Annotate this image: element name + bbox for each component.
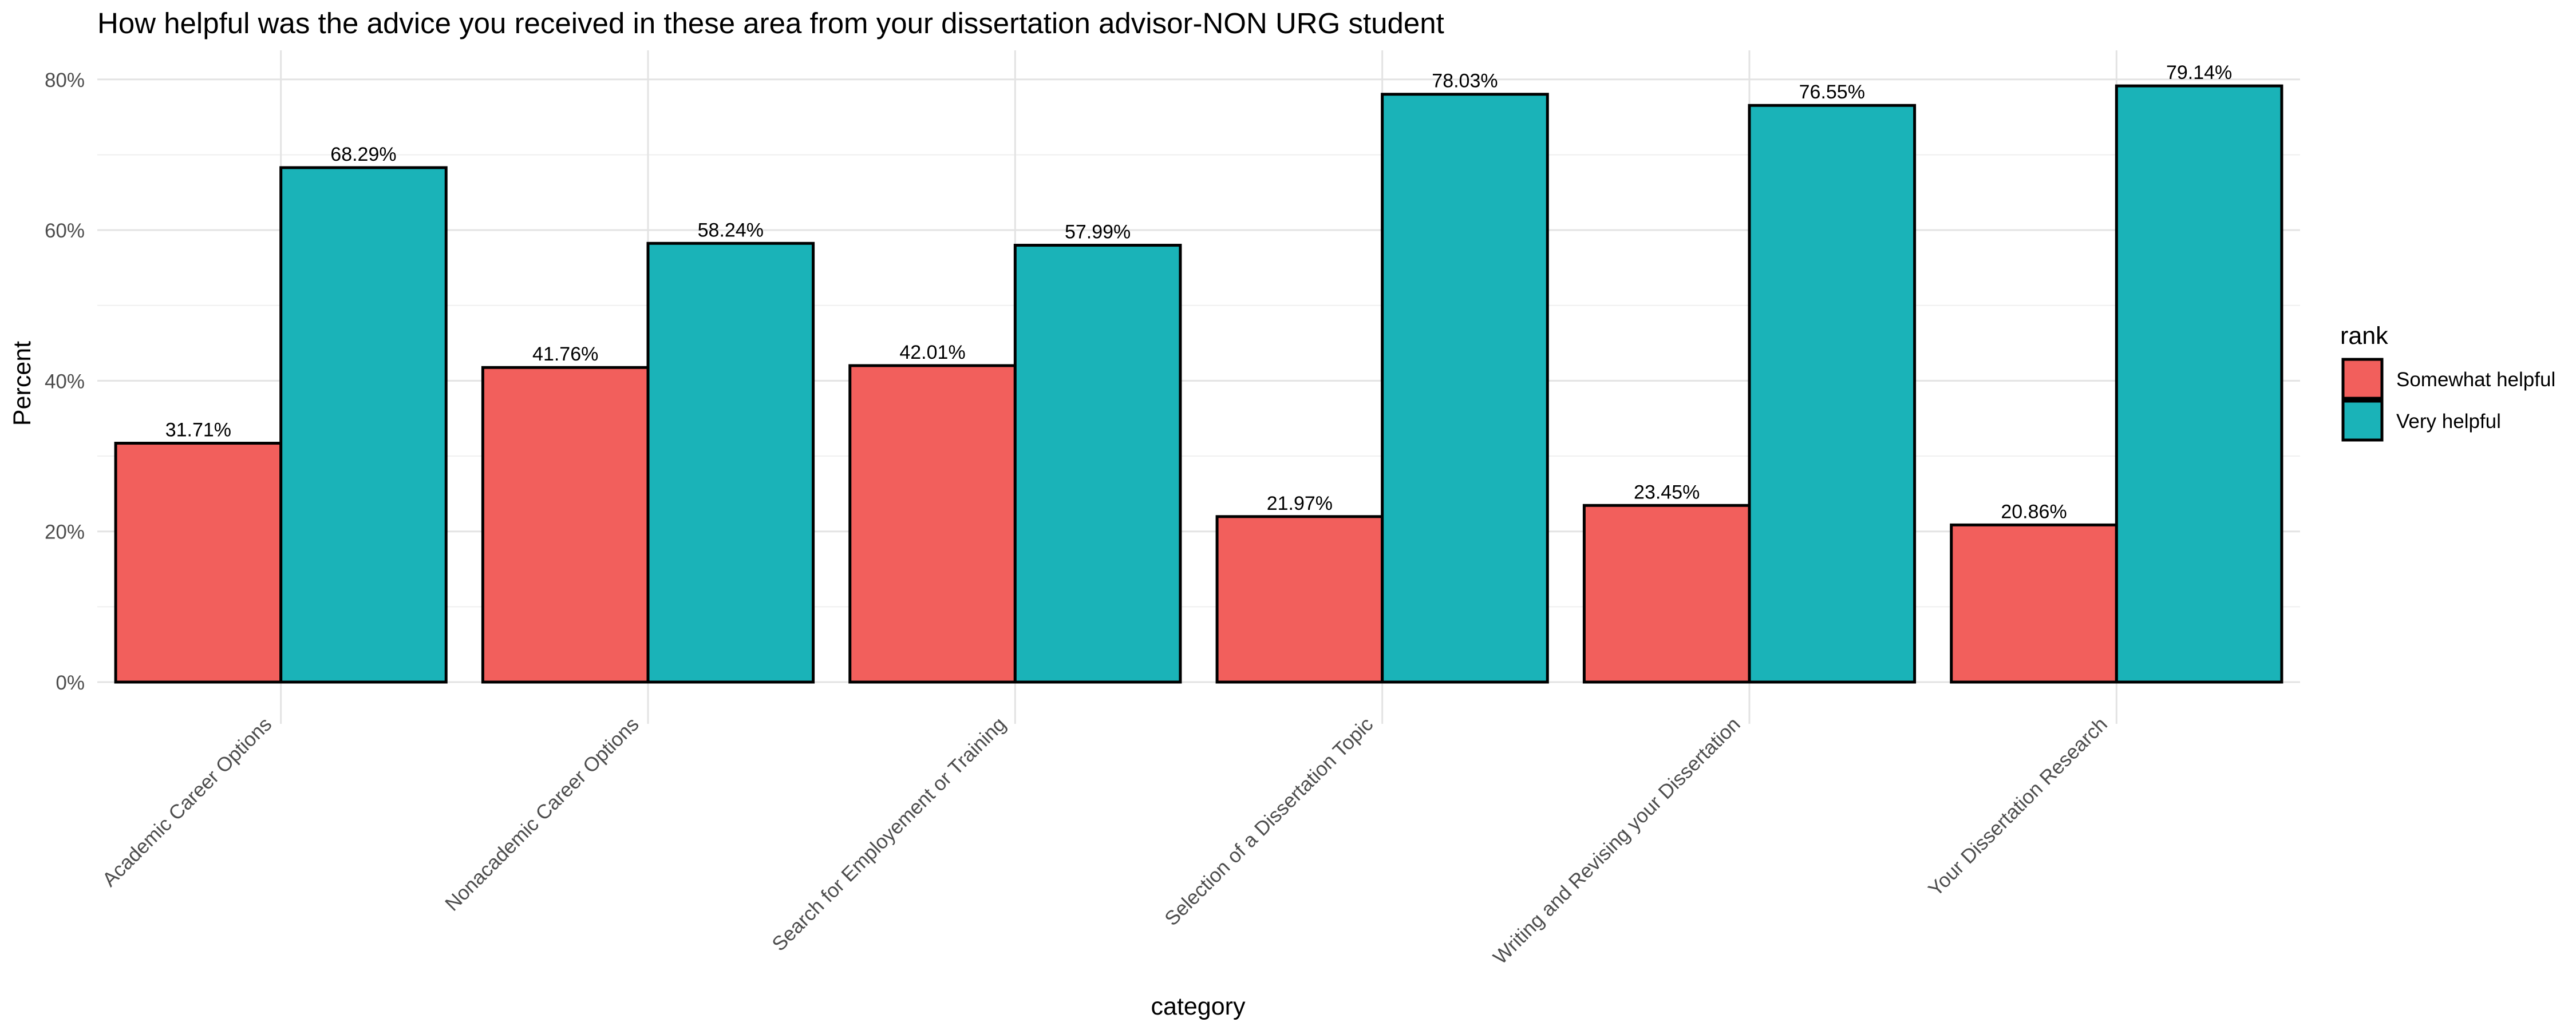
bar-value-label: 79.14%: [2166, 62, 2232, 84]
x-tick-label: Selection of a Dissertation Topic: [1160, 713, 1377, 930]
bar-value-label: 41.76%: [532, 343, 598, 365]
bar-value-label: 21.97%: [1267, 493, 1333, 514]
grid-minor: [97, 154, 2300, 608]
bar: [1215, 515, 1384, 684]
x-tick-label: Academic Career Options: [98, 713, 276, 891]
x-tick-label: Nonacademic Career Options: [441, 713, 643, 916]
bar-value-label: 78.03%: [1432, 70, 1498, 92]
legend-items: Somewhat helpful Very helpful: [2341, 358, 2555, 442]
bar-value-label: 42.01%: [899, 342, 965, 363]
bar: [481, 366, 650, 684]
y-tick-label: 40%: [45, 370, 85, 393]
y-tick-labels: 0% 20% 40% 60% 80%: [45, 69, 85, 694]
x-axis-label: category: [1151, 993, 1246, 1020]
legend-label: Very helpful: [2396, 410, 2501, 433]
bar-value-label: 31.71%: [165, 419, 231, 441]
bar-value-label: 58.24%: [698, 219, 764, 241]
legend-label: Somewhat helpful: [2396, 369, 2555, 391]
y-axis-label: Percent: [9, 341, 36, 426]
bar-value-label: 20.86%: [2001, 501, 2067, 522]
legend: rank Somewhat helpful Very helpful: [2340, 322, 2555, 442]
bar-value-label: 23.45%: [1634, 481, 1700, 503]
bar-value-label: 68.29%: [330, 144, 396, 165]
bar-value-label: 57.99%: [1065, 221, 1131, 243]
legend-title: rank: [2340, 322, 2388, 350]
x-tick-labels: Academic Career Options Nonacademic Caree…: [98, 713, 2112, 969]
bar: [1950, 523, 2118, 684]
bar: [1381, 93, 1549, 684]
legend-key: [2341, 358, 2384, 400]
bar-value-label: 76.55%: [1799, 81, 1865, 103]
bar: [848, 364, 1017, 684]
x-tick-label: Your Dissertation Research: [1924, 713, 2112, 901]
y-tick-label: 60%: [45, 220, 85, 242]
bar: [646, 241, 815, 684]
y-tick-label: 0%: [56, 672, 85, 694]
legend-key: [2341, 399, 2384, 442]
bar: [1013, 244, 1182, 684]
x-tick-label: Search for Employement or Training: [768, 713, 1010, 956]
y-tick-label: 20%: [45, 521, 85, 544]
bar: [114, 442, 283, 684]
chart-title: How helpful was the advice you received …: [97, 7, 1444, 39]
bar: [2115, 84, 2283, 684]
bar-value-labels: 31.71% 68.29% 41.76% 58.24% 42.01% 57.99% 21.9…: [165, 62, 2233, 522]
bar: [1582, 504, 1751, 684]
bars: [114, 84, 2283, 684]
bar: [1748, 104, 1917, 684]
x-tick-label: Writing and Revising your Dissertation: [1489, 713, 1745, 969]
y-tick-label: 80%: [45, 69, 85, 92]
bar: [279, 166, 448, 684]
